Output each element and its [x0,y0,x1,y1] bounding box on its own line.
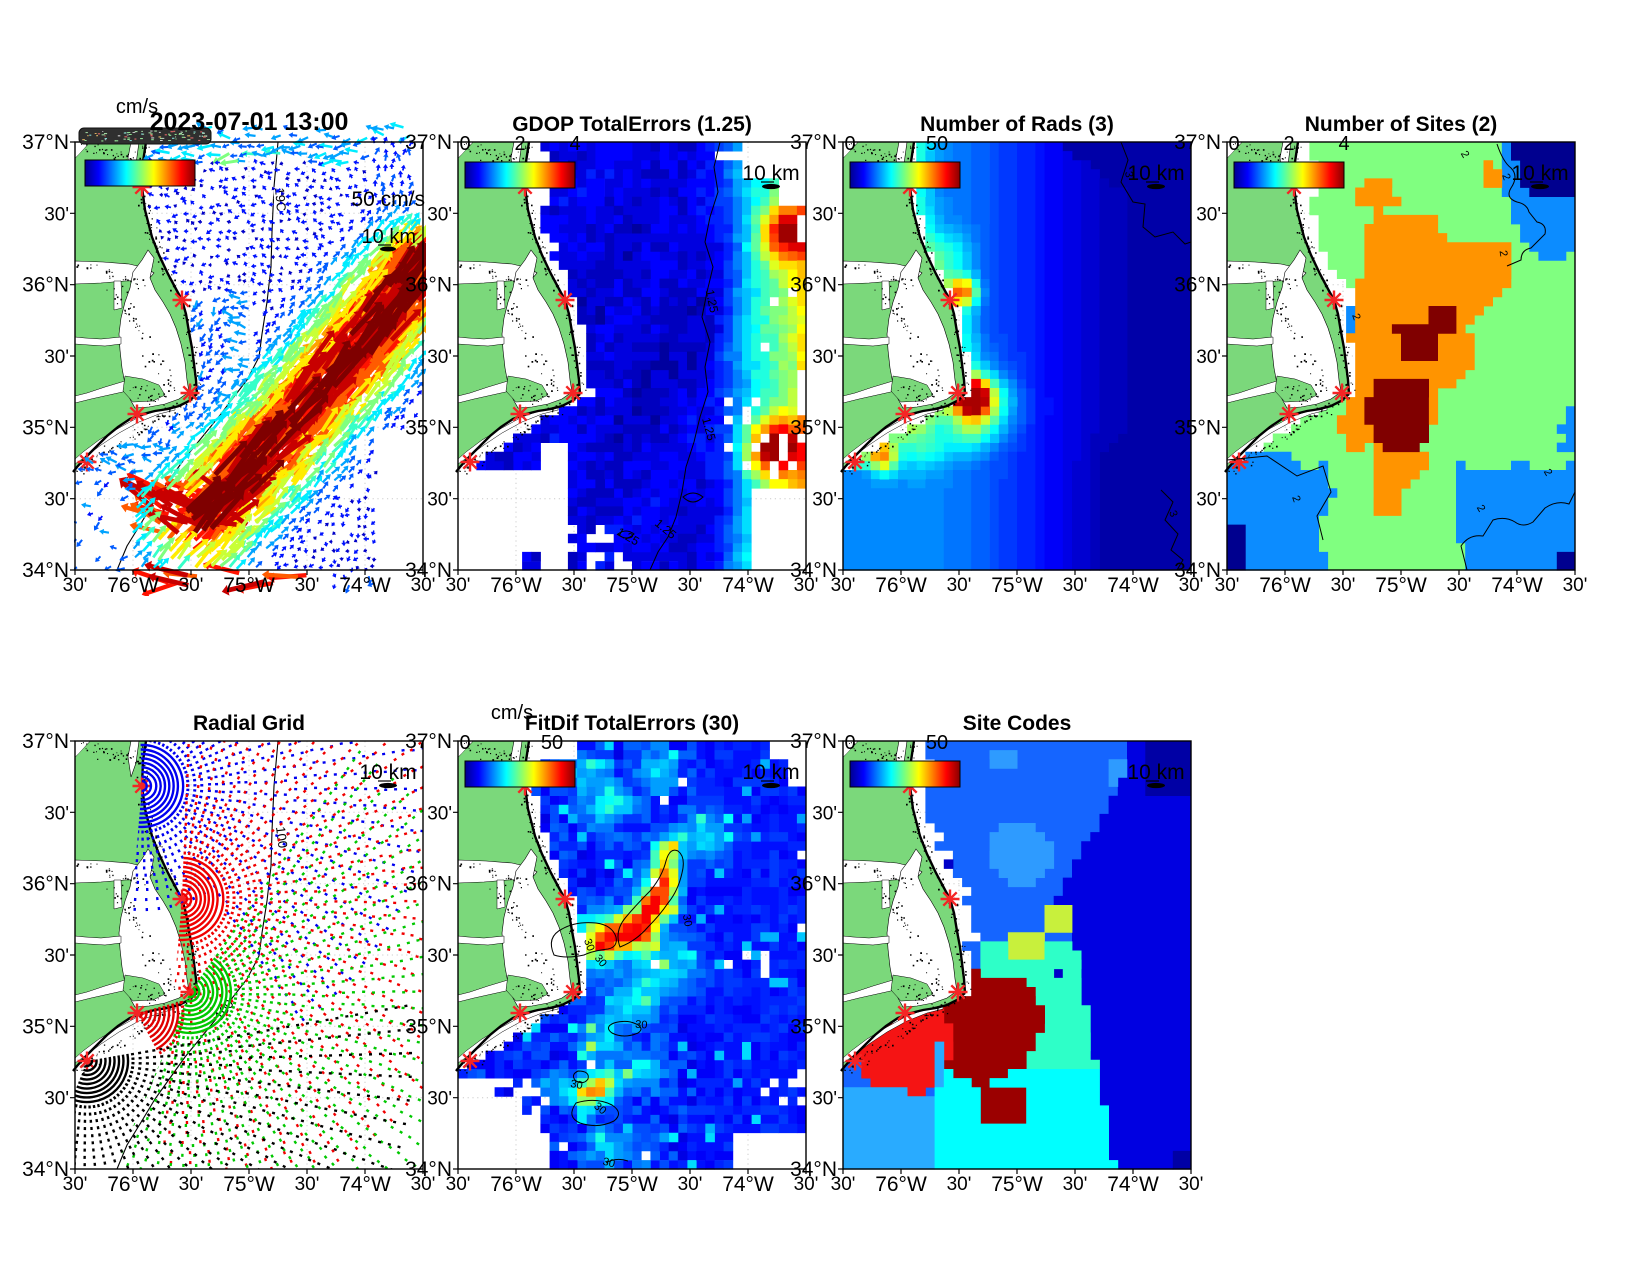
svg-text:2023-07-01 13:00: 2023-07-01 13:00 [150,108,349,136]
svg-text:30: 30 [601,1156,616,1171]
svg-text:30: 30 [581,937,596,953]
svg-text:0: 0 [459,133,470,155]
svg-text:GDOP TotalErrors (1.25): GDOP TotalErrors (1.25) [512,113,752,136]
svg-text:30: 30 [635,1019,648,1032]
svg-text:30: 30 [680,913,694,927]
svg-text:30: 30 [569,1078,583,1092]
svg-text:100: 100 [273,826,291,849]
svg-text:4: 4 [1338,133,1349,155]
svg-text:1.25: 1.25 [703,288,722,314]
svg-text:2: 2 [1289,494,1302,504]
svg-text:2: 2 [1497,249,1510,257]
svg-text:0: 0 [459,732,470,754]
svg-text:2: 2 [1541,467,1554,478]
svg-text:1.25: 1.25 [699,416,719,442]
svg-text:50: 50 [926,133,948,155]
svg-text:2: 2 [1349,312,1362,322]
svg-text:2: 2 [1474,503,1487,514]
svg-text:cm/s: cm/s [116,96,158,118]
svg-text:10 km: 10 km [362,226,416,248]
svg-text:2: 2 [1499,172,1512,182]
svg-text:0: 0 [844,133,855,155]
svg-text:Number of Rads (3): Number of Rads (3) [920,113,1114,136]
svg-text:cm/s: cm/s [491,702,533,724]
svg-text:50: 50 [926,732,948,754]
svg-text:3: 3 [1166,509,1179,519]
svg-text:2: 2 [514,133,525,155]
svg-text:0: 0 [1228,133,1239,155]
svg-text:19C: 19C [272,187,289,212]
svg-text:4: 4 [569,133,580,155]
svg-text:Radial Grid: Radial Grid [193,712,305,735]
svg-text:2: 2 [1283,133,1294,155]
svg-text:2: 2 [1458,149,1471,160]
svg-text:Site Codes: Site Codes [963,712,1072,735]
svg-text:FitDif TotalErrors (30): FitDif TotalErrors (30) [525,712,739,735]
svg-text:0: 0 [844,732,855,754]
svg-text:50 cm/s: 50 cm/s [351,188,425,211]
svg-text:50: 50 [541,732,563,754]
svg-text:Number of Sites (2): Number of Sites (2) [1305,113,1498,136]
